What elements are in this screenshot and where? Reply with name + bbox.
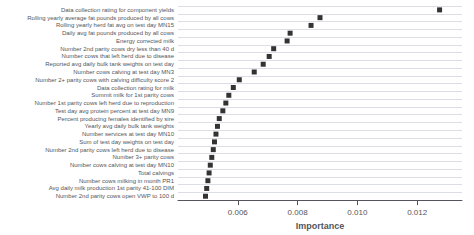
svg-text:Number cows milking in month P: Number cows milking in month PR1 <box>79 178 175 184</box>
svg-text:Number 1st parity cows left he: Number 1st parity cows left herd due to … <box>35 100 174 106</box>
svg-text:Data collection rating for mil: Data collection rating for milk <box>97 85 175 91</box>
svg-text:Test day avg protein percent a: Test day avg protein percent at test day… <box>55 108 175 114</box>
svg-text:Number 2nd parity cows open VW: Number 2nd parity cows open VWP to 100 d <box>56 193 174 199</box>
svg-text:Avg daily milk production 1st: Avg daily milk production 1st parity 41-… <box>49 185 174 191</box>
svg-text:Daily avg fat pounds produced: Daily avg fat pounds produced by all cow… <box>62 30 174 36</box>
svg-text:0.012: 0.012 <box>407 208 428 217</box>
svg-text:Number 2+ parity cows with cal: Number 2+ parity cows with calving diffi… <box>35 77 174 83</box>
svg-text:Data collection rating for com: Data collection rating for component yie… <box>61 7 174 13</box>
svg-text:Reported avg daily bulk tank w: Reported avg daily bulk tank weights on … <box>45 61 174 67</box>
svg-text:Importance: Importance <box>296 221 345 231</box>
svg-text:Number 3+ parity cows: Number 3+ parity cows <box>112 154 174 160</box>
svg-text:Number cows calving at test da: Number cows calving at test day MN10 <box>70 162 175 168</box>
svg-text:0.010: 0.010 <box>347 208 368 217</box>
svg-text:0.006: 0.006 <box>228 208 249 217</box>
svg-text:Percent producing females iden: Percent producing females identified by … <box>58 116 175 122</box>
svg-text:Sum of test day weights on tes: Sum of test day weights on test day <box>79 139 174 145</box>
svg-text:Energy corrected milk: Energy corrected milk <box>116 38 175 44</box>
svg-text:Number services at test day MN: Number services at test day MN10 <box>82 131 175 137</box>
svg-text:Number 2nd parity cows dry les: Number 2nd parity cows dry less than 40 … <box>60 46 174 52</box>
svg-text:Number 2nd parity cows left he: Number 2nd parity cows left herd due to … <box>45 147 174 153</box>
svg-text:Number cows calving at test da: Number cows calving at test day MN3 <box>73 69 174 75</box>
svg-text:Rolling yearly average fat pou: Rolling yearly average fat pounds produc… <box>27 15 174 21</box>
svg-text:Rolling yearly herd fat avg on: Rolling yearly herd fat avg on test day … <box>56 22 175 28</box>
svg-text:Yearly avg daily bulk tank wei: Yearly avg daily bulk tank weights <box>85 123 175 129</box>
svg-text:0.008: 0.008 <box>288 208 309 217</box>
svg-text:Number cows that left herd due: Number cows that left herd due to diseas… <box>62 53 175 59</box>
svg-text:Total calvings: Total calvings <box>138 170 174 176</box>
svg-text:Summit milk for 1st parity cow: Summit milk for 1st parity cows <box>91 92 174 98</box>
